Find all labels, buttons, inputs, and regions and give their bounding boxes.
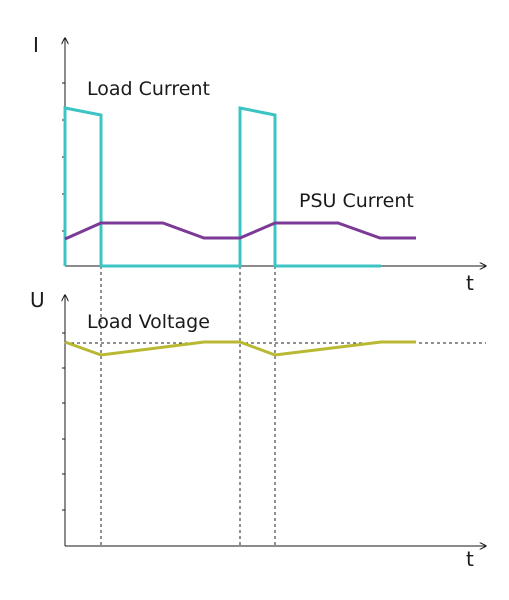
- psu-current-trace: [64, 221, 416, 241]
- psu-current-label: PSU Current: [299, 190, 414, 212]
- current-plot: I t Load Current PSU Current: [33, 33, 486, 295]
- voltage-x-axis-label: t: [466, 547, 474, 571]
- load-current-trace: [63, 106, 381, 268]
- voltage-plot: U t Load Voltage: [30, 288, 486, 571]
- current-x-axis-label: t: [466, 271, 474, 295]
- current-y-axis-label: I: [33, 33, 39, 57]
- load-voltage-trace: [64, 340, 416, 357]
- voltage-y-axis-label: U: [30, 288, 45, 312]
- load-voltage-label: Load Voltage: [87, 311, 210, 333]
- voltage-y-ticks: [62, 332, 65, 511]
- load-current-label: Load Current: [87, 78, 210, 100]
- vertical-guides: [100, 266, 276, 546]
